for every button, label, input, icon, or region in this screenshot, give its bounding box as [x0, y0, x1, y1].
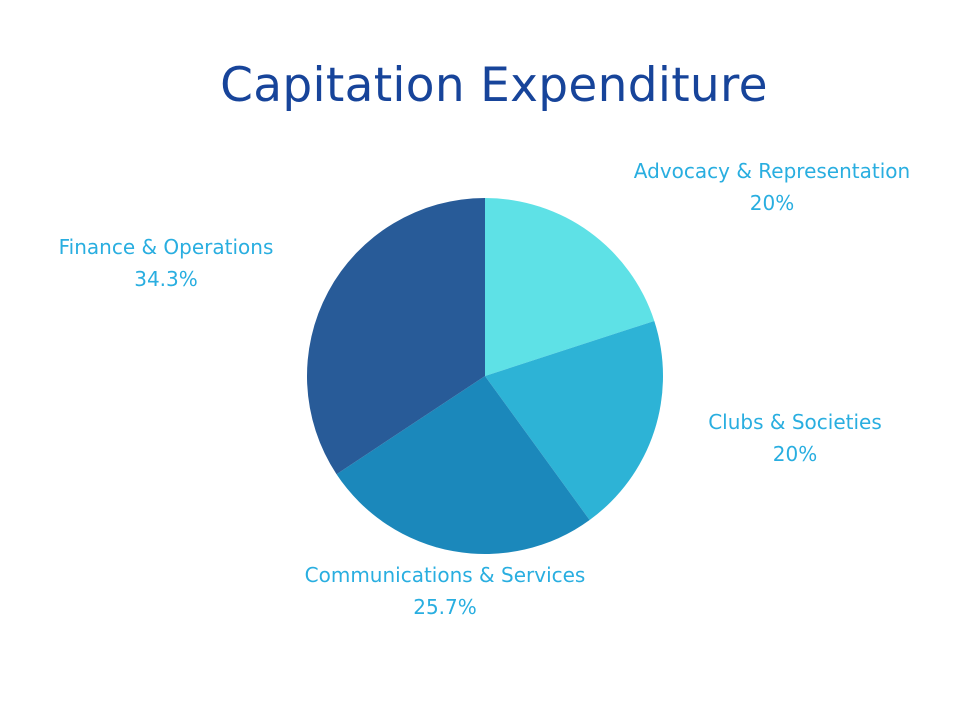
slice-value-label: 34.3% [134, 267, 198, 291]
pie-slice-communications-services [336, 376, 590, 555]
slice-value-label: 25.7% [413, 595, 477, 619]
pie-slices [306, 197, 664, 555]
slice-value-label: 20% [773, 442, 817, 466]
slice-category-label: Clubs & Societies [708, 410, 882, 434]
pie-slice-clubs-societies [485, 320, 664, 521]
slice-category-label: Advocacy & Representation [634, 159, 910, 183]
slice-category-label: Finance & Operations [59, 235, 274, 259]
slice-category-label: Communications & Services [305, 563, 586, 587]
pie-slice-advocacy-representation [485, 197, 655, 376]
pie-slice-finance-operations [306, 198, 485, 475]
chart-title: Capitation Expenditure [220, 58, 768, 113]
pie-labels: Advocacy & Representation 20% Clubs & Soci… [59, 159, 911, 619]
slice-value-label: 20% [750, 191, 794, 215]
